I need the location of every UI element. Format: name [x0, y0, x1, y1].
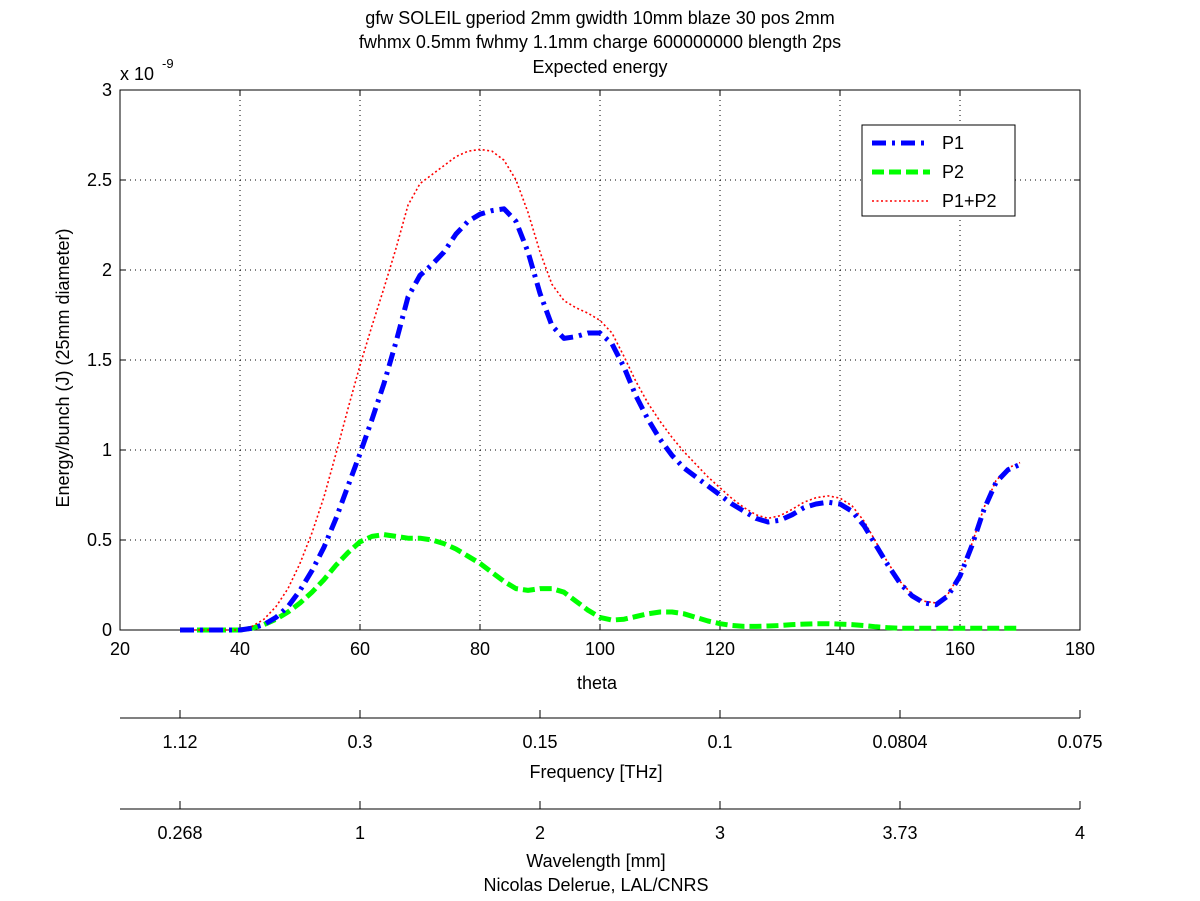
series-line-p2 — [180, 532, 1020, 633]
wavelength-axis: 0.268 1 2 3 3.73 4 — [120, 801, 1085, 843]
secondary-axis-tick-label: 1 — [355, 823, 365, 843]
legend-label-p1-p2: P1+P2 — [942, 191, 997, 211]
frequency-axis: 1.12 0.3 0.15 0.1 0.0804 0.075 — [120, 710, 1103, 752]
secondary-axis-tick-label: 0.1 — [707, 732, 732, 752]
legend: P1 P2 P1+P2 — [861, 124, 1016, 217]
chart-title-line-3: Expected energy — [532, 57, 667, 77]
x-tick-label: 40 — [230, 639, 250, 659]
y-axis-label: Energy/bunch (J) (25mm diameter) — [53, 228, 73, 507]
secondary-axis-tick-label: 0.15 — [522, 732, 557, 752]
frequency-axis-label: Frequency [THz] — [529, 762, 662, 782]
y-multiplier-exponent: -9 — [162, 56, 174, 71]
chart-title-line-1: gfw SOLEIL gperiod 2mm gwidth 10mm blaze… — [365, 8, 835, 28]
secondary-axis-tick-label: 0.268 — [157, 823, 202, 843]
x-tick-label: 180 — [1065, 639, 1095, 659]
y-tick-label: 0 — [102, 620, 112, 640]
y-tick-label: 1.5 — [87, 350, 112, 370]
x-tick-label: 120 — [705, 639, 735, 659]
grid — [120, 90, 1080, 630]
y-tick-label: 3 — [102, 80, 112, 100]
legend-label-p2: P2 — [942, 162, 964, 182]
axis-ticks: 20 40 60 80 100 120 140 160 180 0 0.5 1 1.5 2 2.5 3 — [87, 80, 1095, 659]
x-tick-label: 20 — [110, 639, 130, 659]
y-tick-label: 0.5 — [87, 530, 112, 550]
legend-label-p1: P1 — [942, 133, 964, 153]
secondary-axis-tick-label: 0.3 — [347, 732, 372, 752]
y-tick-label: 2.5 — [87, 170, 112, 190]
x-tick-label: 60 — [350, 639, 370, 659]
author-credit: Nicolas Delerue, LAL/CNRS — [483, 875, 708, 895]
secondary-axis-tick-label: 3.73 — [882, 823, 917, 843]
x-axis-label: theta — [577, 673, 618, 693]
secondary-axis-tick-label: 0.0804 — [872, 732, 927, 752]
secondary-axis-tick-label: 0.075 — [1057, 732, 1102, 752]
chart-title-line-2: fwhmx 0.5mm fwhmy 1.1mm charge 600000000… — [359, 32, 841, 52]
series-lines — [180, 148, 1022, 633]
x-tick-label: 100 — [585, 639, 615, 659]
secondary-axis-tick-label: 4 — [1075, 823, 1085, 843]
y-tick-label: 2 — [102, 260, 112, 280]
wavelength-axis-label: Wavelength [mm] — [526, 851, 665, 871]
y-multiplier: x 10 — [120, 64, 154, 84]
secondary-axis-tick-label: 3 — [715, 823, 725, 843]
secondary-axis-tick-label: 1.12 — [162, 732, 197, 752]
series-line-p1 — [180, 206, 1022, 633]
secondary-axis-tick-label: 2 — [535, 823, 545, 843]
x-tick-label: 80 — [470, 639, 490, 659]
x-tick-label: 140 — [825, 639, 855, 659]
series-line-p1-plus-p2 — [180, 148, 1021, 631]
x-tick-label: 160 — [945, 639, 975, 659]
y-tick-label: 1 — [102, 440, 112, 460]
